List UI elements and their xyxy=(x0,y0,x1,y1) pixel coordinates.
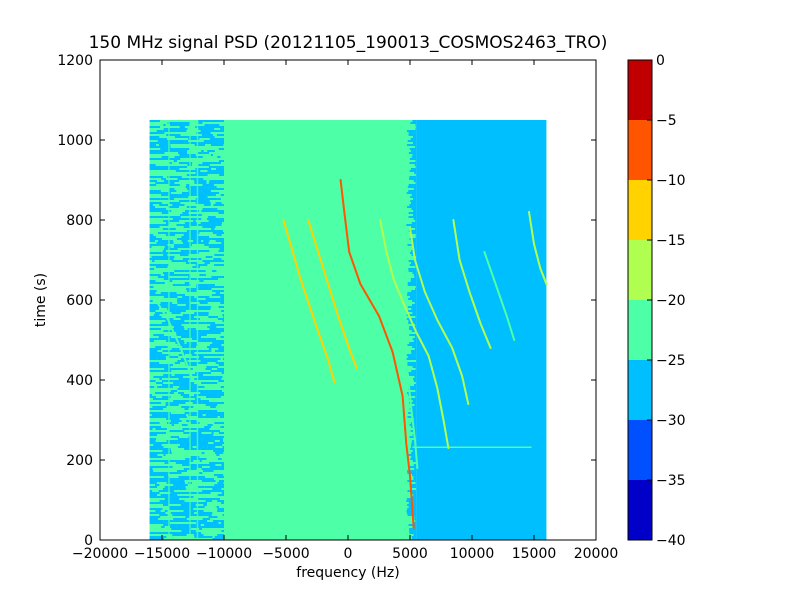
y-tick-label: 1000 xyxy=(57,133,93,149)
plot-area xyxy=(149,120,548,540)
colorbar-band xyxy=(628,420,652,480)
x-axis-label: frequency (Hz) xyxy=(296,565,399,581)
signal-trace xyxy=(339,179,415,529)
x-tick-label: 0 xyxy=(344,546,353,562)
colorbar: 0 −5 −10 −15 −20 −25 −30 −35 −40 xyxy=(627,53,686,549)
colorbar-tick-label: −15 xyxy=(656,233,686,249)
y-tick-label: 0 xyxy=(84,533,93,549)
y-tick-label: 1200 xyxy=(57,53,93,69)
x-tick-label: 5000 xyxy=(392,546,428,562)
signal-trace xyxy=(401,339,419,469)
colorbar-tick-label: −5 xyxy=(656,113,677,129)
x-tick-label: −20000 xyxy=(72,546,128,562)
colorbar-tick-label: −20 xyxy=(656,293,686,309)
y-axis: 0 200 400 600 800 1000 1200 xyxy=(57,53,596,549)
colorbar-tick-label: −40 xyxy=(656,533,686,549)
x-tick-label: 15000 xyxy=(512,546,557,562)
signal-trace xyxy=(409,227,470,405)
chart-title: 150 MHz signal PSD (20121105_190013_COSM… xyxy=(89,33,608,53)
x-tick-label: 10000 xyxy=(450,546,495,562)
x-tick-label: −10000 xyxy=(196,546,252,562)
y-tick-label: 600 xyxy=(66,293,93,309)
colorbar-band xyxy=(628,480,652,540)
signal-trace xyxy=(528,211,548,285)
x-tick-label: −5000 xyxy=(262,546,309,562)
heatmap-region xyxy=(224,120,417,540)
colorbar-tick-label: −35 xyxy=(656,473,686,489)
colorbar-band xyxy=(628,180,652,240)
x-axis: −20000 −15000 −10000 −5000 0 5000 10000 15000 20… xyxy=(72,60,618,562)
colorbar-band xyxy=(628,240,652,300)
x-tick-label: 20000 xyxy=(574,546,619,562)
colorbar-band xyxy=(628,120,652,180)
signal-trace xyxy=(307,219,358,369)
signal-trace xyxy=(483,251,516,341)
signal-trace xyxy=(379,219,450,449)
signal-trace xyxy=(154,299,194,381)
signal-trace xyxy=(282,219,336,383)
colorbar-tick-label: −25 xyxy=(656,353,686,369)
x-tick-label: −15000 xyxy=(134,546,190,562)
colorbar-tick-label: 0 xyxy=(656,53,665,69)
y-tick-label: 200 xyxy=(66,453,93,469)
colorbar-tick-label: −30 xyxy=(656,413,686,429)
colorbar-tick-label: −10 xyxy=(656,173,686,189)
y-tick-label: 800 xyxy=(66,213,93,229)
y-axis-label: time (s) xyxy=(33,273,49,327)
colorbar-band xyxy=(628,60,652,120)
signal-trace xyxy=(452,219,492,349)
colorbar-band xyxy=(628,300,652,360)
heatmap-region xyxy=(416,120,547,540)
heatmap-noise xyxy=(149,120,224,540)
colorbar-band xyxy=(628,360,652,420)
y-tick-label: 400 xyxy=(66,373,93,389)
